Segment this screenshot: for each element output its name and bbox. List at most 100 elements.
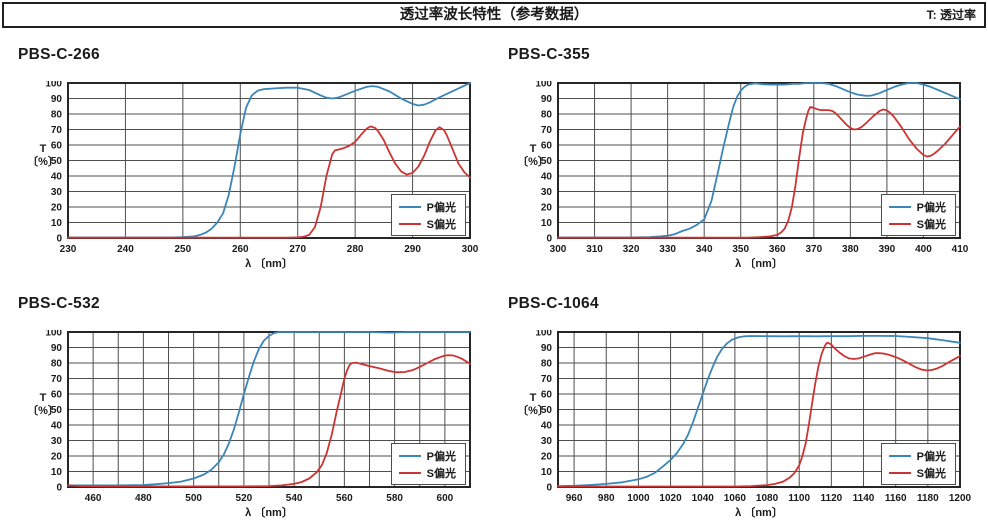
s-polarization-curve <box>67 354 471 488</box>
x-tick-label: 1060 <box>724 493 747 504</box>
y-tick-label: 10 <box>51 467 63 478</box>
page-title: 透过率波长特性（参考数据） <box>399 7 589 23</box>
y-tick-label: 80 <box>51 359 63 370</box>
y-axis-label: T 〔%〕 <box>27 392 59 417</box>
x-tick-label: 1020 <box>659 493 682 504</box>
y-tick-label: 100 <box>535 330 552 339</box>
y-tick-label: 50 <box>541 156 553 167</box>
x-tick-label: 1160 <box>885 493 907 504</box>
x-tick-label: 560 <box>336 493 353 504</box>
x-tick-label: 960 <box>566 493 583 504</box>
y-tick-label: 90 <box>541 94 553 105</box>
y-tick-label: 30 <box>51 436 63 447</box>
y-tick-label: 0 <box>546 483 552 494</box>
chart-title-pbs-c-532: PBS-C-532 <box>18 295 100 312</box>
legend-entry-p: P偏光 <box>888 447 946 464</box>
legend-entry-s: S偏光 <box>398 215 456 232</box>
chart-title-pbs-c-266: PBS-C-266 <box>18 46 100 63</box>
legend-label-p: P偏光 <box>916 201 946 214</box>
s-polarization-curve <box>67 125 471 239</box>
y-tick-label: 100 <box>45 330 62 339</box>
legend-label-p: P偏光 <box>426 450 456 463</box>
y-tick-label: 40 <box>51 172 63 183</box>
transmittance-note: T: 透过率 <box>926 8 976 22</box>
y-tick-label: 50 <box>51 156 63 167</box>
x-axis-label: λ 〔nm〕 <box>245 258 293 270</box>
y-tick-label: 30 <box>541 187 553 198</box>
x-tick-label: 310 <box>586 244 603 255</box>
p-line-swatch <box>398 454 421 457</box>
y-axis-label: T 〔%〕 <box>517 392 549 417</box>
s-polarization-curve <box>557 106 961 239</box>
y-tick-label: 90 <box>51 343 63 354</box>
x-tick-label: 980 <box>598 493 615 504</box>
y-tick-label: 100 <box>45 81 62 90</box>
chart-title-pbs-c-1064: PBS-C-1064 <box>508 295 599 312</box>
y-tick-label: 0 <box>56 234 62 245</box>
plot-border <box>557 331 961 488</box>
legend-label-s: S偏光 <box>916 467 946 480</box>
y-tick-label: 70 <box>541 374 553 385</box>
p-line-swatch <box>398 205 421 208</box>
x-tick-label: 1080 <box>756 493 779 504</box>
y-tick-label: 20 <box>51 203 63 214</box>
x-tick-label: 360 <box>769 244 786 255</box>
x-tick-label: 370 <box>805 244 822 255</box>
plot-area: 960 980 1000 1020 1040 1060 1080 1100 1120 1140 11… <box>535 330 972 504</box>
legend-entry-p: P偏光 <box>398 198 456 215</box>
plot-area: 230 240 250 260 270 280 290 300 0 10 20 30 40 50 60 70 8… <box>45 81 479 255</box>
y-tick-label: 20 <box>51 452 63 463</box>
s-line-swatch <box>398 222 421 225</box>
legend: P偏光 S偏光 <box>390 194 466 236</box>
x-tick-label: 1000 <box>627 493 650 504</box>
y-tick-label: 50 <box>51 405 63 416</box>
x-tick-label: 1120 <box>821 493 843 504</box>
y-tick-label: 10 <box>541 467 553 478</box>
legend-label-p: P偏光 <box>916 450 946 463</box>
p-polarization-curve <box>67 331 471 487</box>
x-tick-label: 400 <box>915 244 932 255</box>
y-tick-label: 20 <box>541 203 553 214</box>
x-tick-label: 1040 <box>692 493 715 504</box>
y-tick-label: 60 <box>51 141 63 152</box>
x-tick-label: 1200 <box>949 493 972 504</box>
x-tick-label: 350 <box>732 244 749 255</box>
y-tick-label: 60 <box>541 390 553 401</box>
y-tick-label: 30 <box>541 436 553 447</box>
y-tick-label: 100 <box>535 81 552 90</box>
x-tick-label: 1100 <box>788 493 810 504</box>
legend-label-s: S偏光 <box>426 467 456 480</box>
y-tick-label: 80 <box>541 110 553 121</box>
legend-entry-s: S偏光 <box>888 215 946 232</box>
y-tick-label: 70 <box>541 125 553 136</box>
x-tick-label: 540 <box>286 493 303 504</box>
x-axis-label: λ 〔nm〕 <box>735 258 783 270</box>
legend: P偏光 S偏光 <box>880 194 956 236</box>
x-tick-label: 270 <box>289 244 306 255</box>
legend-entry-p: P偏光 <box>888 198 946 215</box>
y-tick-label: 40 <box>51 421 63 432</box>
p-line-swatch <box>888 454 911 457</box>
y-axis-label: T 〔%〕 <box>517 143 549 168</box>
header-box: 透过率波长特性（参考数据） T: 透过率 <box>2 2 986 28</box>
y-tick-label: 60 <box>541 141 553 152</box>
y-tick-label: 10 <box>541 218 553 229</box>
chart-title-pbs-c-355: PBS-C-355 <box>508 46 590 63</box>
p-polarization-curve <box>557 335 961 488</box>
y-tick-label: 40 <box>541 421 553 432</box>
legend: P偏光 S偏光 <box>390 443 466 485</box>
x-tick-label: 580 <box>386 493 403 504</box>
legend: P偏光 S偏光 <box>880 443 956 485</box>
y-tick-label: 80 <box>51 110 63 121</box>
p-polarization-curve <box>67 82 471 239</box>
x-tick-label: 300 <box>462 244 479 255</box>
x-tick-label: 380 <box>842 244 859 255</box>
plot-area: 300 310 320 330 340 350 360 370 380 390 400 410 0 10 2… <box>535 81 968 255</box>
y-tick-label: 70 <box>51 374 63 385</box>
y-tick-label: 50 <box>541 405 553 416</box>
x-axis-label: λ 〔nm〕 <box>245 507 293 519</box>
x-tick-label: 1180 <box>917 493 939 504</box>
y-tick-label: 0 <box>56 483 62 494</box>
x-tick-label: 480 <box>135 493 152 504</box>
